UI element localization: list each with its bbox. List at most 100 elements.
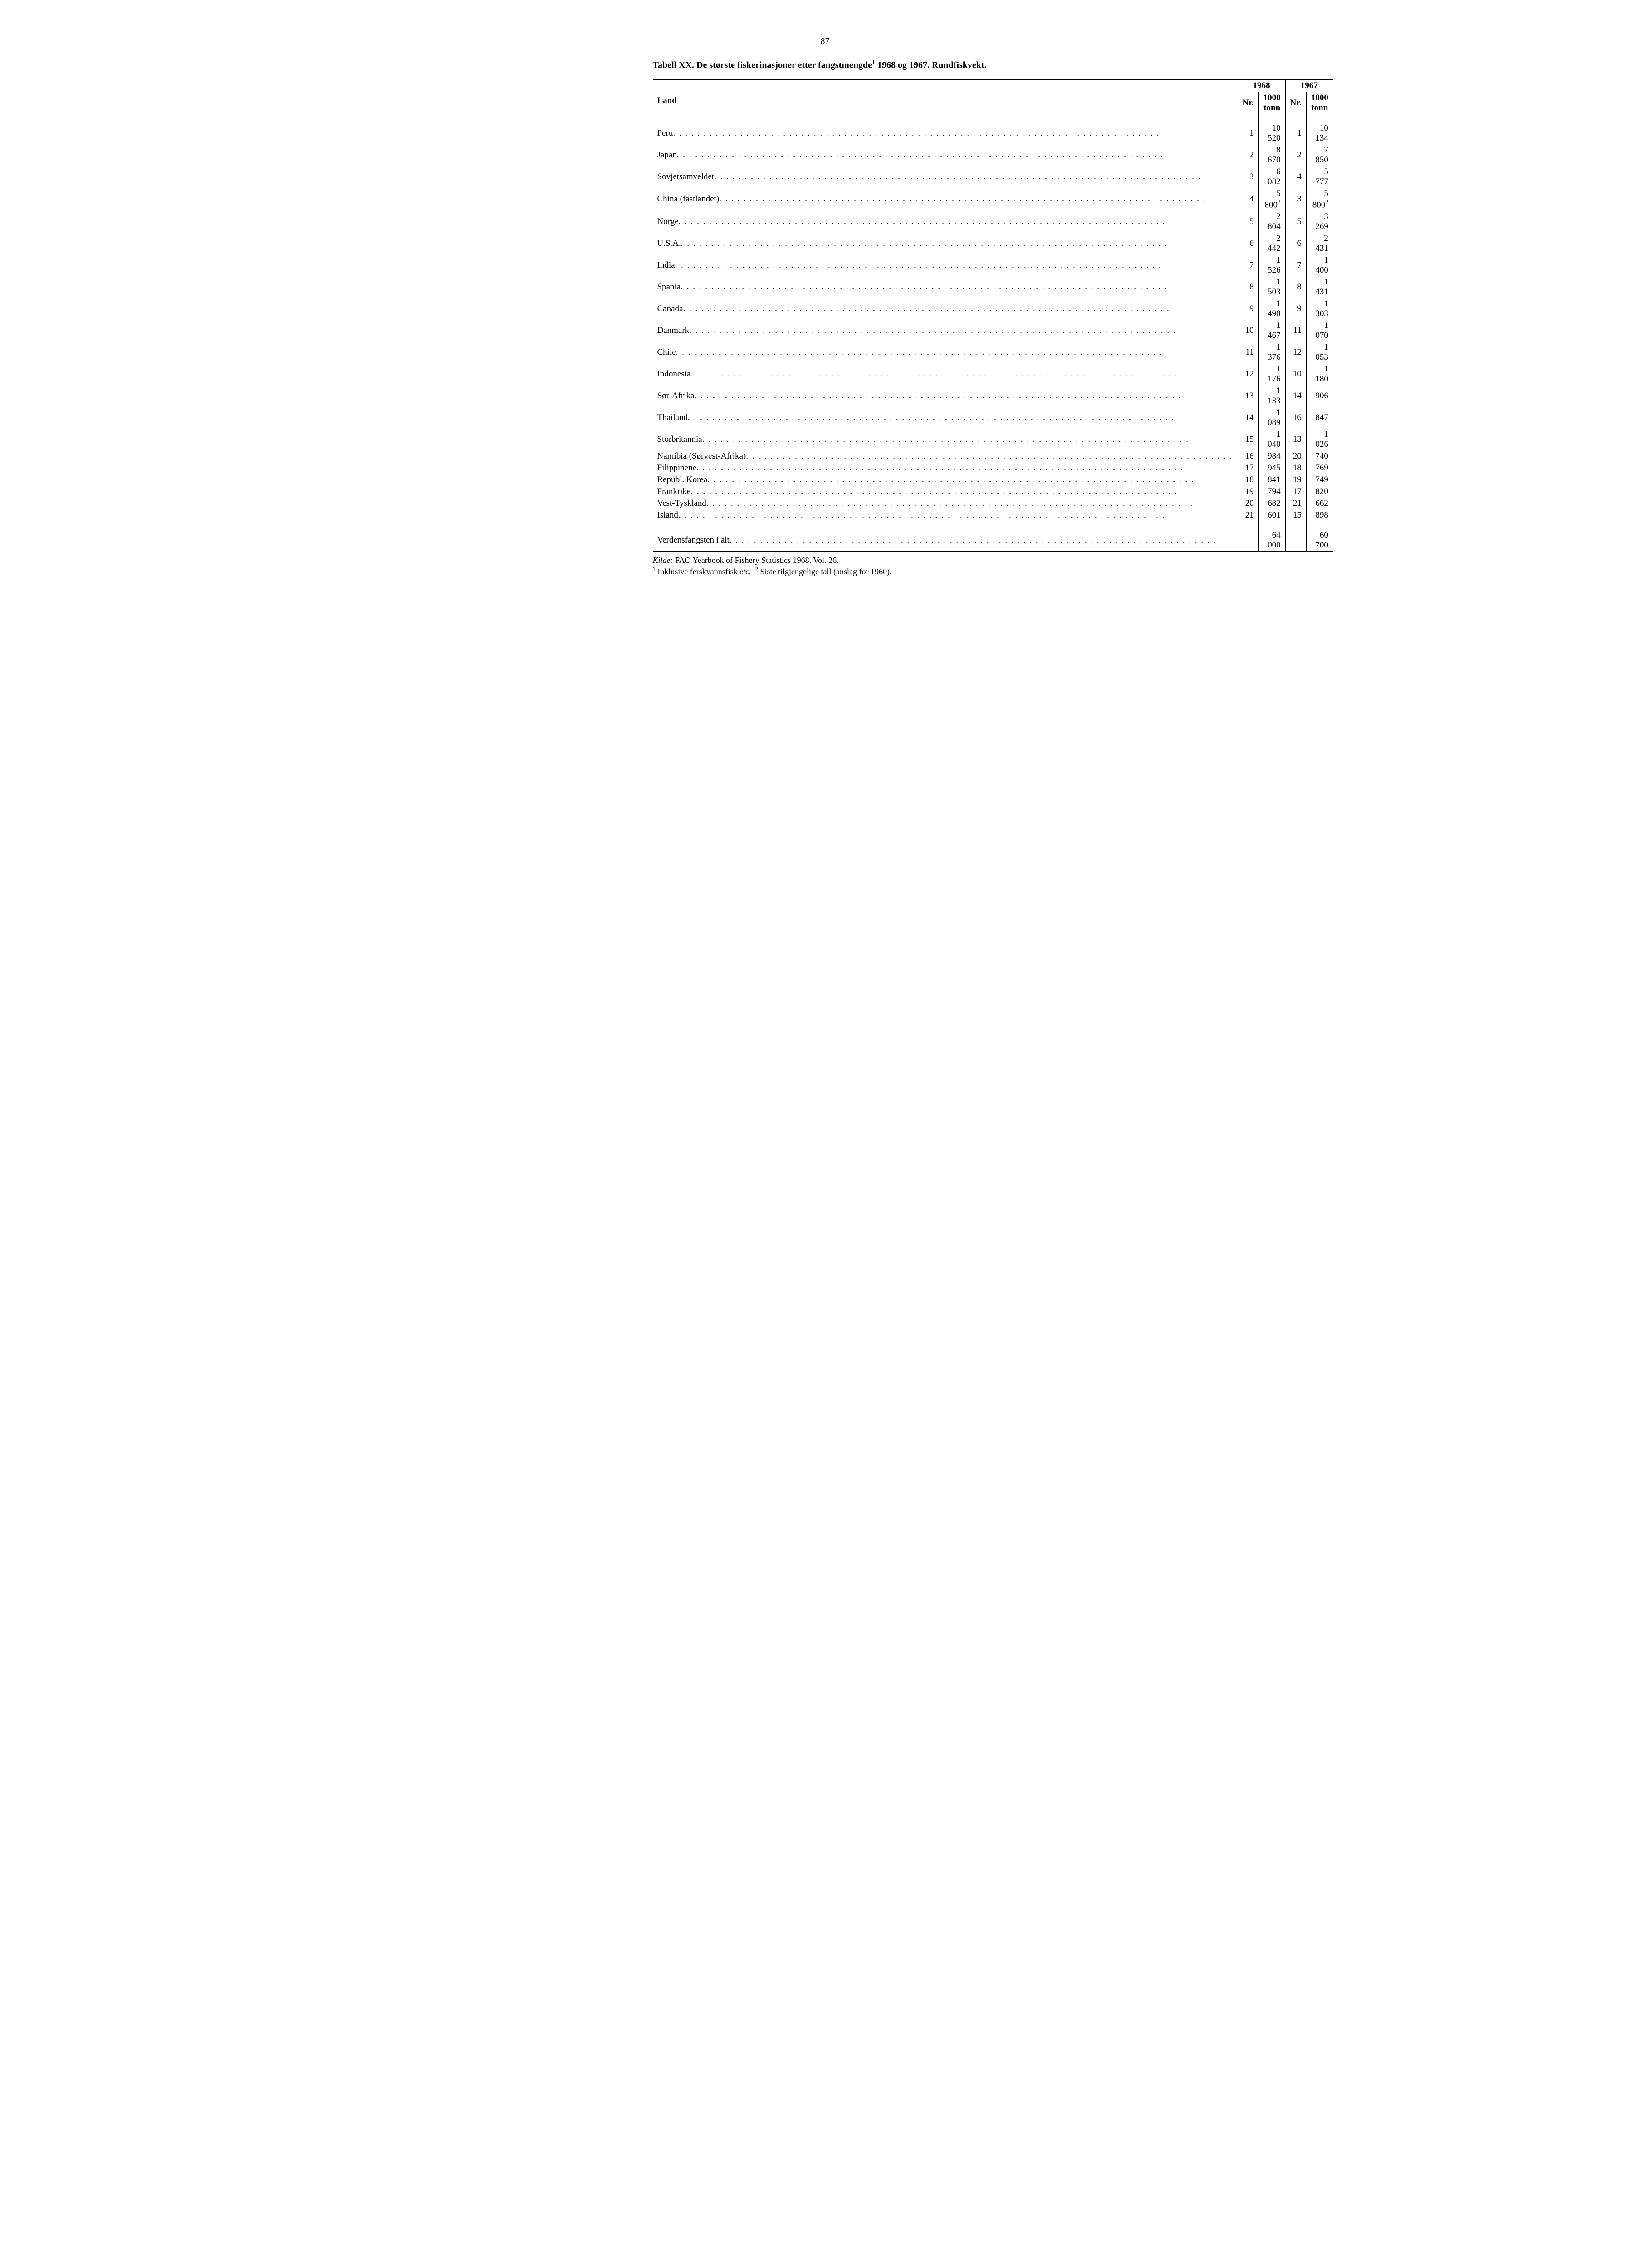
country-label: Namibia (Sørvest-Afrika) (657, 451, 746, 461)
country-cell: Canada . . . . . . . . . . . . . . . . .… (653, 298, 1238, 320)
value-1968: 984 (1258, 450, 1285, 462)
table-row: Republ. Korea . . . . . . . . . . . . . … (653, 474, 1333, 486)
rank-1968 (1238, 529, 1258, 552)
title-footnote-ref: 1 (872, 59, 875, 66)
rank-1968: 12 (1238, 363, 1258, 385)
value-1968: 682 (1258, 498, 1285, 509)
country-cell: Republ. Korea . . . . . . . . . . . . . … (653, 474, 1238, 486)
table-title: Tabell XX. De største fiskerinasjoner et… (653, 59, 998, 71)
header-nr-1967: Nr. (1285, 92, 1306, 114)
value-1968: 10 520 (1258, 122, 1285, 144)
leader-dots: . . . . . . . . . . . . . . . . . . . . … (688, 413, 1233, 423)
leader-dots: . . . . . . . . . . . . . . . . . . . . … (673, 128, 1233, 138)
rank-1967: 5 (1285, 211, 1306, 233)
rank-1968: 14 (1238, 407, 1258, 429)
leader-dots: . . . . . . . . . . . . . . . . . . . . … (696, 463, 1233, 473)
table-row: Thailand . . . . . . . . . . . . . . . .… (653, 407, 1333, 429)
country-cell: Island . . . . . . . . . . . . . . . . .… (653, 509, 1238, 521)
rank-1967: 8 (1285, 276, 1306, 298)
country-label: Indonesia (657, 369, 691, 379)
country-label: Thailand (657, 413, 688, 423)
table-row: Indonesia . . . . . . . . . . . . . . . … (653, 363, 1333, 385)
table-body: Peru . . . . . . . . . . . . . . . . . .… (653, 114, 1333, 552)
source-label: Kilde: (653, 556, 673, 565)
rank-1968: 20 (1238, 498, 1258, 509)
value-1968: 1 176 (1258, 363, 1285, 385)
table-row: Spania . . . . . . . . . . . . . . . . .… (653, 276, 1333, 298)
data-table: Land 1968 1967 Nr. 1000 tonn Nr. 1000 to… (653, 79, 1333, 552)
rank-1967: 12 (1285, 342, 1306, 363)
value-1967: 1 026 (1306, 429, 1333, 450)
title-prefix: Tabell XX. De største fiskerinasjoner et… (653, 60, 872, 70)
source-text: FAO Yearbook of Fishery Statistics 1968,… (673, 556, 839, 565)
leader-dots: . . . . . . . . . . . . . . . . . . . . … (678, 510, 1233, 520)
country-cell: Frankrike . . . . . . . . . . . . . . . … (653, 486, 1238, 498)
value-1968: 601 (1258, 509, 1285, 521)
total-1968: 64 000 (1258, 529, 1285, 552)
header-val-1968: 1000 tonn (1258, 92, 1285, 114)
table-row: Chile . . . . . . . . . . . . . . . . . … (653, 342, 1333, 363)
country-cell: Spania . . . . . . . . . . . . . . . . .… (653, 276, 1238, 298)
header-year-1967: 1967 (1285, 79, 1333, 92)
leader-dots: . . . . . . . . . . . . . . . . . . . . … (675, 260, 1233, 270)
value-1968: 1 503 (1258, 276, 1285, 298)
rank-1967: 19 (1285, 474, 1306, 486)
value-1968: 945 (1258, 462, 1285, 474)
value-1968: 1 040 (1258, 429, 1285, 450)
value-1968: 841 (1258, 474, 1285, 486)
value-1968: 1 467 (1258, 320, 1285, 342)
country-label: Japan (657, 150, 677, 160)
page-number: 87 (653, 36, 998, 47)
country-label: Verdensfangsten i alt (657, 535, 730, 545)
rank-1967: 3 (1285, 188, 1306, 211)
value-1967: 898 (1306, 509, 1333, 521)
rank-1967: 11 (1285, 320, 1306, 342)
leader-dots: . . . . . . . . . . . . . . . . . . . . … (681, 282, 1233, 292)
country-cell: Storbritannia . . . . . . . . . . . . . … (653, 429, 1238, 450)
value-1967: 1 053 (1306, 342, 1333, 363)
value-1968: 1 526 (1258, 254, 1285, 276)
leader-dots: . . . . . . . . . . . . . . . . . . . . … (690, 369, 1233, 379)
country-label: China (fastlandet) (657, 194, 720, 204)
rank-1967: 6 (1285, 233, 1306, 254)
table-row: India . . . . . . . . . . . . . . . . . … (653, 254, 1333, 276)
value-1967: 662 (1306, 498, 1333, 509)
rank-1968: 2 (1238, 144, 1258, 166)
country-cell: Sovjetsamveldet . . . . . . . . . . . . … (653, 166, 1238, 188)
header-val-1967: 1000 tonn (1306, 92, 1333, 114)
value-1967: 1 303 (1306, 298, 1333, 320)
table-row: Vest-Tyskland . . . . . . . . . . . . . … (653, 498, 1333, 509)
rank-1967: 15 (1285, 509, 1306, 521)
country-label: U.S.A. (657, 239, 681, 249)
rank-1967: 4 (1285, 166, 1306, 188)
page: 87 Tabell XX. De største fiskerinasjoner… (626, 0, 1025, 668)
country-label: Republ. Korea (657, 475, 708, 485)
leader-dots: . . . . . . . . . . . . . . . . . . . . … (694, 391, 1233, 401)
table-header: Land 1968 1967 Nr. 1000 tonn Nr. 1000 to… (653, 79, 1333, 114)
country-label: India (657, 260, 675, 270)
value-1968: 2 442 (1258, 233, 1285, 254)
value-1967: 1 431 (1306, 276, 1333, 298)
value-1967: 740 (1306, 450, 1333, 462)
value-1967: 7 850 (1306, 144, 1333, 166)
table-row: China (fastlandet) . . . . . . . . . . .… (653, 188, 1333, 211)
value-1968: 1 376 (1258, 342, 1285, 363)
rank-1968: 7 (1238, 254, 1258, 276)
leader-dots: . . . . . . . . . . . . . . . . . . . . … (706, 499, 1233, 508)
value-1967: 1 400 (1306, 254, 1333, 276)
country-label: Vest-Tyskland (657, 499, 706, 508)
country-cell: Norge . . . . . . . . . . . . . . . . . … (653, 211, 1238, 233)
table-row: Sovjetsamveldet . . . . . . . . . . . . … (653, 166, 1333, 188)
value-1968: 5 8002 (1258, 188, 1285, 211)
country-label: Frankrike (657, 487, 691, 497)
value-1967: 10 134 (1306, 122, 1333, 144)
footnote-2-text: Siste tilgjengelige tall (anslag for 196… (758, 567, 891, 576)
value-1968: 2 804 (1258, 211, 1285, 233)
table-row: U.S.A. . . . . . . . . . . . . . . . . .… (653, 233, 1333, 254)
rank-1967: 10 (1285, 363, 1306, 385)
leader-dots: . . . . . . . . . . . . . . . . . . . . … (681, 239, 1233, 249)
rank-1968: 8 (1238, 276, 1258, 298)
rank-1967: 16 (1285, 407, 1306, 429)
rank-1968: 9 (1238, 298, 1258, 320)
rank-1968: 1 (1238, 122, 1258, 144)
